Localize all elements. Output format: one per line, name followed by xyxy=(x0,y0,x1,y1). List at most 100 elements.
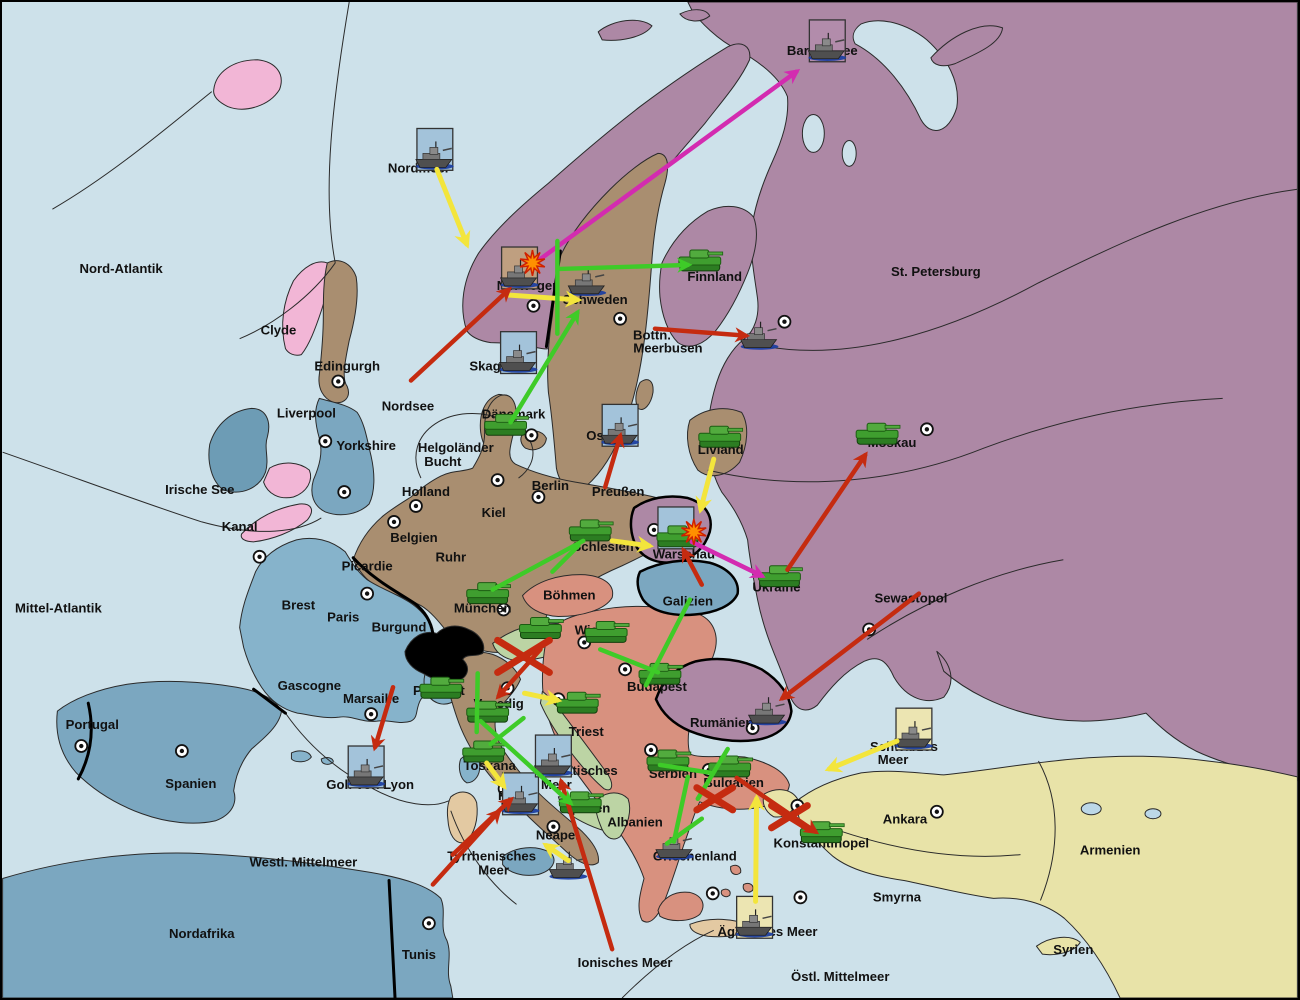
region-novaya-zemlya[interactable] xyxy=(930,25,1004,67)
sea-label-helgolaender-1: Helgoländer xyxy=(418,440,494,455)
order-arrow-r-ionisches-adria xyxy=(557,777,615,952)
order-arrow-r-ukraine-moskau xyxy=(785,451,868,572)
region-svalbard-1[interactable] xyxy=(597,19,653,41)
region-cornwall[interactable] xyxy=(240,503,313,543)
army-muenchen[interactable] xyxy=(466,582,511,605)
region-galizien[interactable] xyxy=(636,559,740,617)
army-tirol[interactable] xyxy=(519,617,564,639)
order-arrow-r-nordsee-norwegen xyxy=(408,286,512,383)
region-label-spanien: Spanien xyxy=(165,776,216,791)
army-ukraine[interactable] xyxy=(758,565,803,588)
supply-center-ankara xyxy=(929,804,944,819)
order-arrow-r-galizien-warschau xyxy=(681,546,705,587)
region-label-brest: Brest xyxy=(282,598,316,613)
sea-label-helgolaender-2: Bucht xyxy=(424,454,462,469)
region-label-yorkshire: Yorkshire xyxy=(336,438,396,453)
supply-center-brest xyxy=(252,549,267,564)
army-piemont[interactable] xyxy=(419,676,465,699)
national-border-3 xyxy=(351,556,435,635)
region-wales[interactable] xyxy=(263,462,312,499)
supply-center-edingurgh xyxy=(331,374,346,389)
region-irland[interactable] xyxy=(208,407,270,493)
lake-onega xyxy=(841,139,857,167)
region-label-rumaenien: Rumänien xyxy=(690,715,753,730)
army-schlesien[interactable] xyxy=(568,519,614,542)
region-label-albanien: Albanien xyxy=(607,815,662,830)
region-label-tunis: Tunis xyxy=(402,947,436,962)
region-aegaeis-insel-2[interactable] xyxy=(742,882,754,893)
fleet-barentssee[interactable] xyxy=(807,32,847,61)
fleet-schwarzes-meer[interactable] xyxy=(894,721,933,750)
region-label-belgien: Belgien xyxy=(390,530,437,545)
region-aegaeis-insel-3[interactable] xyxy=(720,888,731,898)
order-arrow-r-tyrrhenis-rom-2 xyxy=(430,808,502,887)
region-label-preussen: Preußen xyxy=(592,484,645,499)
army-daenemark[interactable] xyxy=(484,413,529,436)
army-livland[interactable] xyxy=(698,425,744,448)
order-arrow-r-bottn-stpetersburg xyxy=(652,326,751,343)
fleet-golf-von-lyon[interactable] xyxy=(346,758,386,788)
region-gotland[interactable] xyxy=(635,379,654,410)
region-tuerkei[interactable] xyxy=(793,755,1298,998)
supply-center-liverpool xyxy=(318,434,333,449)
region-schweiz[interactable] xyxy=(404,625,485,683)
sea-zone-line-4 xyxy=(415,412,534,479)
region-aegaeis-insel-1[interactable] xyxy=(730,864,742,875)
sea-label-schwarzes-2: Meer xyxy=(878,752,909,767)
region-nordafrika[interactable] xyxy=(2,852,454,998)
fleet-rumaenien[interactable] xyxy=(747,697,787,726)
fleet-st-petersburg-kueste[interactable] xyxy=(739,321,779,350)
sea-zone-line-9 xyxy=(707,397,1223,483)
region-edingurgh[interactable] xyxy=(318,260,358,404)
order-arrow-y-toskana-rom xyxy=(484,760,507,790)
fleet-aegaeisches-meer[interactable] xyxy=(735,909,774,938)
region-label-armenien: Armenien xyxy=(1080,843,1141,858)
sea-zone-line-11 xyxy=(839,830,1021,857)
region-sizilien[interactable] xyxy=(502,847,555,876)
sea-label-tyrrhenisches-2: Meer xyxy=(478,862,509,877)
sea-zone-line-1 xyxy=(239,262,336,340)
support-cross-3 xyxy=(664,816,705,846)
fleet-adriatisches-meer[interactable] xyxy=(533,748,573,777)
army-moskau[interactable] xyxy=(855,422,901,445)
region-iberia[interactable] xyxy=(56,680,282,824)
region-svalbard-2[interactable] xyxy=(679,9,711,22)
fleet-skaggerak[interactable] xyxy=(498,344,538,373)
supply-center-kiel xyxy=(490,473,505,487)
explosion-marker-1 xyxy=(681,518,707,545)
supply-center-schweden xyxy=(613,311,627,326)
region-russia[interactable] xyxy=(687,2,1298,782)
region-zypern[interactable] xyxy=(1035,936,1081,956)
region-balearen-1[interactable] xyxy=(290,750,312,763)
sea-label-westl-mittelmeer: Westl. Mittelmeer xyxy=(250,855,358,870)
region-finnland[interactable] xyxy=(659,205,757,347)
region-label-muenchen: München xyxy=(454,601,512,616)
region-label-clyde: Clyde xyxy=(261,323,297,338)
region-label-ankara: Ankara xyxy=(883,812,928,827)
order-arrow-r-tirol-venedig xyxy=(495,647,543,700)
order-arrow-g-muenchen-schlesien-support xyxy=(490,538,586,592)
region-white-sea[interactable] xyxy=(852,20,958,131)
supply-center-portugal xyxy=(74,739,89,753)
sea-zone-line-0 xyxy=(328,2,350,264)
order-arrow-g-bulgarien-griechenland xyxy=(671,774,691,844)
region-island-iceland[interactable] xyxy=(213,59,282,110)
region-boehmen[interactable] xyxy=(522,574,614,618)
army-wien[interactable] xyxy=(584,621,630,643)
region-label-neapel: Neapel xyxy=(536,828,579,843)
sea-label-ionisches-meer: Ionisches Meer xyxy=(578,955,673,970)
region-peloponnes[interactable] xyxy=(657,891,704,922)
lake-tuz xyxy=(1080,802,1102,816)
order-arrow-r-marsaille-golf xyxy=(370,685,396,752)
army-triest[interactable] xyxy=(555,691,601,714)
order-arrow-y-neapel-rom xyxy=(542,842,571,864)
region-albanien[interactable] xyxy=(595,792,631,840)
failed-order-cross-0 xyxy=(494,636,553,676)
order-arrow-g-venedig-apulien xyxy=(478,718,574,806)
fleet-nordmeer[interactable] xyxy=(415,141,454,170)
region-label-finnland: Finnland xyxy=(687,269,742,284)
army-toskana[interactable] xyxy=(462,740,507,763)
region-schweden[interactable] xyxy=(547,152,669,490)
